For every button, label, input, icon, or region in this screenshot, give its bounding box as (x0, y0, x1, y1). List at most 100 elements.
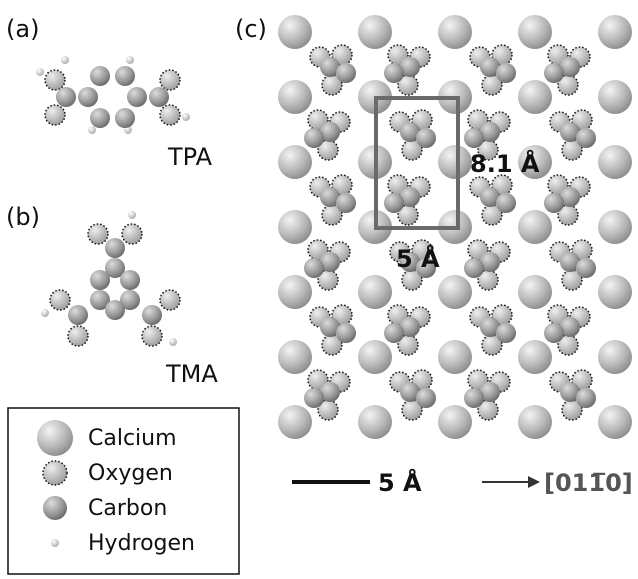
calcium (438, 340, 472, 374)
carbon (90, 270, 110, 290)
calcium (358, 275, 392, 309)
carbon (416, 388, 436, 408)
carbon (464, 258, 484, 278)
carbon (576, 388, 596, 408)
carbon (90, 66, 110, 86)
hydrogen (126, 56, 134, 64)
calcium (358, 405, 392, 439)
arrow-head (528, 476, 540, 488)
calcium (518, 340, 552, 374)
legend-label: Oxygen (88, 461, 173, 486)
calcium (598, 275, 632, 309)
carbon (576, 128, 596, 148)
carbon (464, 388, 484, 408)
carbon (142, 305, 162, 325)
calcium (438, 275, 472, 309)
carbon (304, 258, 324, 278)
hydrogen (128, 211, 136, 219)
carbon (304, 388, 324, 408)
calcium (37, 420, 73, 456)
panel-label: (c) (235, 15, 267, 43)
calcium (518, 405, 552, 439)
legend-label: Carbon (88, 496, 167, 521)
carbon (544, 323, 564, 343)
oxygen (45, 70, 65, 90)
carbon (43, 496, 67, 520)
carbon (336, 63, 356, 83)
carbon (496, 323, 516, 343)
calcium (278, 405, 312, 439)
calcium (598, 405, 632, 439)
cell-dimension: 5 Å (396, 244, 440, 273)
carbon (105, 300, 125, 320)
oxygen (50, 290, 70, 310)
cell-dimension: 8.1 Å (470, 149, 540, 178)
calcium (438, 145, 472, 179)
carbon (544, 193, 564, 213)
calcium (438, 15, 472, 49)
scale-label: 5 Å (378, 468, 422, 497)
carbon (496, 63, 516, 83)
calcium (358, 340, 392, 374)
calcium (518, 275, 552, 309)
calcium (518, 80, 552, 114)
carbon (336, 323, 356, 343)
calcium (278, 275, 312, 309)
oxygen (142, 326, 162, 346)
oxygen (43, 461, 67, 485)
carbon (120, 270, 140, 290)
carbon (304, 128, 324, 148)
carbon (115, 66, 135, 86)
calcium (278, 80, 312, 114)
calcium (438, 405, 472, 439)
hydrogen (36, 68, 44, 76)
carbon (576, 258, 596, 278)
hydrogen (51, 539, 59, 547)
carbon (149, 87, 169, 107)
oxygen (160, 70, 180, 90)
calcium (518, 210, 552, 244)
carbon (544, 63, 564, 83)
oxygen (68, 326, 88, 346)
hydrogen (182, 113, 190, 121)
hydrogen (41, 309, 49, 317)
oxygen (88, 224, 108, 244)
oxygen (122, 224, 142, 244)
molecule-label: TPA (167, 143, 213, 171)
calcium (598, 80, 632, 114)
carbon (416, 128, 436, 148)
carbon (115, 108, 135, 128)
hydrogen (61, 56, 69, 64)
carbon (496, 193, 516, 213)
legend-label: Hydrogen (88, 531, 195, 556)
oxygen (45, 105, 65, 125)
calcium (598, 210, 632, 244)
direction-label: [011̅0] (544, 469, 633, 497)
carbon (105, 238, 125, 258)
hydrogen (88, 126, 96, 134)
calcium (598, 145, 632, 179)
calcium (358, 15, 392, 49)
carbon (384, 193, 404, 213)
carbon (56, 87, 76, 107)
molecule-label: TMA (165, 360, 218, 388)
panel-label: (a) (6, 15, 39, 43)
carbon (127, 87, 147, 107)
legend-label: Calcium (88, 426, 177, 451)
carbon (384, 323, 404, 343)
carbon (336, 193, 356, 213)
calcium (598, 15, 632, 49)
figure: (a) (b) (c) TPA TMA 8.1 Å 5 Å 5 Å [011̅0… (0, 0, 638, 575)
calcium (518, 15, 552, 49)
carbon (90, 108, 110, 128)
carbon (78, 87, 98, 107)
panel-label: (b) (6, 203, 40, 231)
calcium (278, 210, 312, 244)
calcium (278, 145, 312, 179)
calcium (278, 340, 312, 374)
oxygen (160, 105, 180, 125)
atoms (36, 15, 632, 439)
carbon (384, 63, 404, 83)
calcium (278, 15, 312, 49)
hydrogen (169, 338, 177, 346)
